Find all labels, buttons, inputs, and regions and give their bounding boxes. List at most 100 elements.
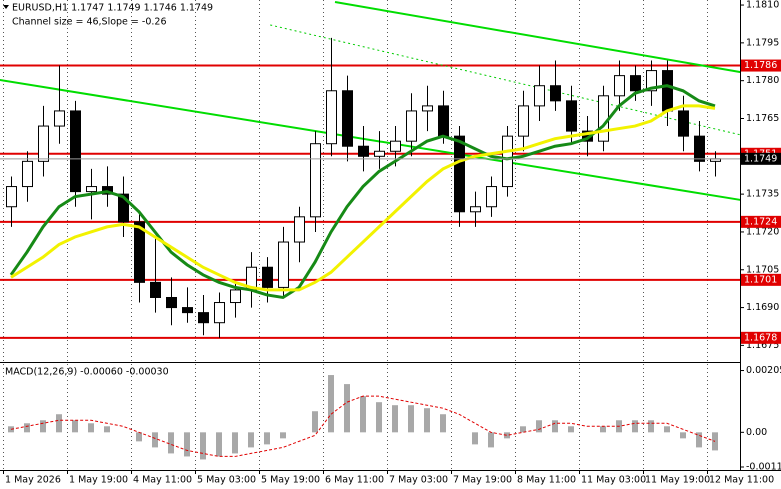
plot	[0, 1, 741, 339]
candle-body	[54, 110, 65, 127]
y-tick-label: 1.1780	[746, 75, 779, 86]
moving-average	[10, 104, 716, 292]
candle-body	[134, 221, 145, 283]
macd-bar	[248, 432, 254, 448]
macd-bar	[344, 384, 350, 433]
x-tick-label: 4 May 11:00	[133, 475, 192, 486]
macd-bar	[168, 432, 174, 454]
y-tick-label: 1.1720	[746, 226, 779, 237]
macd-signal	[10, 395, 716, 457]
macd-bar	[536, 420, 542, 433]
candle-body	[294, 216, 305, 243]
macd-bar	[696, 432, 702, 448]
candle-body	[214, 302, 225, 324]
candle-body	[422, 105, 433, 112]
macd-bar	[408, 405, 414, 433]
candle-body	[262, 266, 273, 288]
macd-bar	[440, 414, 446, 433]
macd-bar	[104, 426, 110, 433]
candle-body	[230, 289, 241, 304]
x-tick-label: 7 May 19:00	[453, 475, 512, 486]
macd-bar	[216, 432, 222, 457]
macd-bar	[40, 420, 46, 433]
macd-bar	[632, 420, 638, 433]
candle-body	[438, 105, 449, 137]
candle-body	[566, 100, 577, 132]
macd-bar	[472, 432, 478, 445]
candle-body	[70, 110, 81, 193]
menu-triangle	[3, 5, 9, 9]
macd-bar	[136, 432, 142, 442]
candle-body	[310, 143, 321, 218]
candle-body	[182, 307, 193, 314]
candle-body	[534, 85, 545, 107]
macd-bar	[648, 420, 654, 433]
macd-bar	[184, 432, 190, 457]
macd-bar	[376, 402, 382, 433]
candle-body	[166, 296, 177, 309]
macd-bar	[56, 414, 62, 433]
macd-y-tick-label: 0.00	[746, 427, 767, 438]
trend-line	[0, 78, 741, 201]
macd-y-tick-label: -0.00115	[746, 461, 781, 472]
candle-body	[278, 241, 289, 288]
macd-bar	[328, 375, 334, 433]
level-label-box	[741, 215, 781, 228]
x-tick-label: 11 May 19:00	[645, 475, 710, 486]
macd-bar	[280, 432, 286, 439]
y-tick-label: 1.1810	[746, 0, 779, 11]
y-tick-label: 1.1675	[746, 340, 779, 351]
macd-bar	[392, 405, 398, 433]
candle-body	[150, 281, 161, 298]
trend-line	[270, 24, 741, 136]
macd-bar	[552, 420, 558, 433]
candle-body	[342, 90, 353, 147]
macd-bar	[520, 426, 526, 433]
level-label: 1.1724	[744, 216, 777, 227]
y-tick-label: 1.1690	[746, 302, 779, 313]
y-tick-label: 1.1765	[746, 113, 779, 124]
macd-bar	[72, 420, 78, 433]
candle-body	[198, 312, 209, 324]
x-tick-label: 1 May 2026	[5, 475, 61, 486]
candle-body	[38, 125, 49, 162]
level-label: 1.1678	[744, 332, 777, 343]
candle-body	[390, 140, 401, 152]
candle-body	[518, 105, 529, 137]
candle-body	[678, 110, 689, 137]
candle-body	[630, 75, 641, 92]
candle-body	[598, 95, 609, 142]
y-tick-label: 1.1735	[746, 189, 779, 200]
macd-bar	[424, 408, 430, 433]
candle-body	[614, 75, 625, 97]
x-tick-label: 5 May 03:00	[197, 475, 256, 486]
level-label-box	[741, 59, 781, 72]
chart-title: EURUSD,H1 1.1747 1.1749 1.1746 1.1749	[12, 3, 213, 14]
x-tick-label: 11 May 03:00	[581, 475, 646, 486]
macd-bar	[504, 432, 510, 439]
macd-bar	[8, 426, 14, 433]
level-label: 1.1786	[744, 60, 777, 71]
last-price-box	[741, 152, 781, 165]
candle-body	[550, 85, 561, 102]
macd-bar	[664, 426, 670, 433]
candle-body	[374, 150, 385, 157]
macd-bar	[88, 423, 94, 433]
macd-bar	[312, 411, 318, 433]
x-tick-label: 8 May 11:00	[517, 475, 576, 486]
x-tick-label: 5 May 19:00	[261, 475, 320, 486]
macd-y-tick-label: 0.00205	[746, 365, 781, 376]
candle-body	[486, 186, 497, 208]
macd-bar	[600, 426, 606, 433]
candle-body	[406, 110, 417, 142]
macd-bar	[232, 432, 238, 454]
x-tick-label: 6 May 11:00	[325, 475, 384, 486]
y-tick-label: 1.1795	[746, 37, 779, 48]
candle-body	[502, 135, 513, 188]
macd-bar	[264, 432, 270, 445]
level-label-box	[741, 273, 781, 286]
candle-body	[118, 193, 129, 223]
macd-bar	[488, 432, 494, 448]
macd-title: MACD(12,26,9) -0.00060 -0.00030	[5, 367, 169, 378]
